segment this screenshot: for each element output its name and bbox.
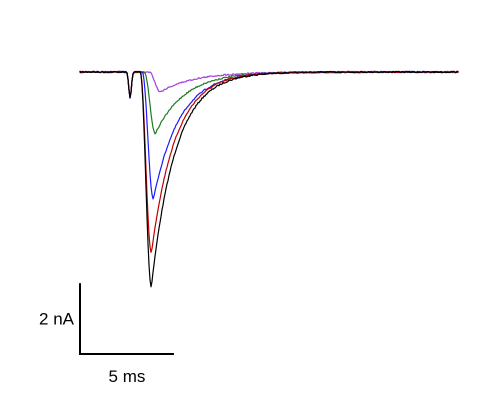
scale-bar-x-label: 5 ms xyxy=(109,367,146,386)
current-trace-5 xyxy=(79,70,459,99)
current-trace-2 xyxy=(79,70,459,253)
scale-bar: 2 nA 5 ms xyxy=(39,283,174,386)
traces-group xyxy=(79,70,459,288)
current-trace-4 xyxy=(79,70,459,135)
scale-bar-y-label: 2 nA xyxy=(39,310,75,329)
current-trace-3 xyxy=(79,70,459,200)
current-trace-1 xyxy=(79,70,459,288)
